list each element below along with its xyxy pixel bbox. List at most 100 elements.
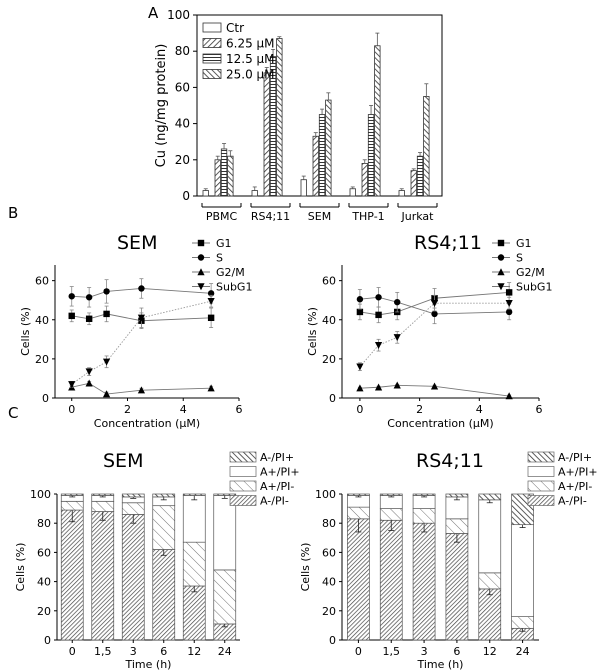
point-g2-m: [356, 384, 364, 392]
legend-label: A-/PI-: [558, 495, 587, 508]
point-subg1: [505, 299, 513, 307]
point-subg1: [68, 381, 76, 389]
y-axis-label: Cells (%): [299, 543, 312, 592]
point-g2-m: [374, 383, 383, 391]
x-tick-label: 0: [68, 403, 75, 416]
x-category-label: THP-1: [351, 210, 384, 223]
legend-marker: [197, 239, 205, 247]
x-tick-label: 4: [476, 403, 483, 416]
point-g2-m: [393, 381, 401, 389]
bar-segment-a-pi: [213, 493, 237, 496]
point-g2-m: [505, 392, 513, 400]
point-subg1: [374, 341, 383, 349]
bar-jurkat-12-5-m: [416, 155, 424, 197]
chart-b-rs411-cell-cycle: 0 20 40 60 0 2 4 6 Concentration (μM) Cells (%) RS…: [306, 232, 552, 430]
bar-segment-a-pi: [478, 493, 502, 501]
legend-marker: [497, 283, 505, 291]
y-tick-label: 60: [37, 546, 51, 559]
y-tick-label: 40: [322, 314, 336, 327]
legend-swatch: [527, 495, 555, 506]
point-subg1: [85, 368, 93, 376]
x-tick-label: 1,5: [383, 645, 401, 658]
bar-thp-1-25-0-m: [374, 45, 381, 197]
x-tick-label: 1,5: [94, 645, 112, 658]
bar-segment-a-pi: [213, 495, 237, 571]
point-subg1: [393, 334, 401, 342]
y-tick-label: 100: [315, 488, 336, 501]
y-tick-label: 0: [329, 634, 336, 647]
legend-marker: [497, 254, 505, 261]
x-tick-label: 6: [536, 403, 543, 416]
bar-rs4-11-25-0-m: [276, 38, 283, 197]
point-g1: [207, 314, 215, 322]
y-tick-label: 20: [35, 353, 49, 366]
chart-title: RS4;11: [416, 450, 484, 472]
point-s: [68, 293, 75, 300]
point-g1: [356, 308, 364, 316]
point-g1: [375, 311, 382, 319]
bar-segment-a-pi: [347, 518, 370, 641]
x-tick-label: 3: [130, 645, 137, 658]
bar-segment-a-pi: [412, 495, 436, 509]
chart-title: SEM: [117, 232, 157, 254]
point-s: [85, 294, 93, 301]
y-tick-label: 60: [35, 275, 49, 288]
legend-label: SubG1: [216, 281, 252, 294]
y-tick-label: 100: [167, 8, 190, 22]
y-tick-label: 0: [44, 634, 51, 647]
bar-segment-a-pi: [182, 585, 206, 641]
point-g2-m: [137, 386, 146, 394]
y-tick-label: 0: [182, 189, 190, 203]
x-category-label: PBMC: [206, 210, 238, 223]
bar-jurkat-25-0-m: [423, 96, 430, 197]
legend-label: A-/PI+: [260, 451, 294, 464]
legend-marker: [497, 239, 505, 247]
legend-label: S: [516, 252, 523, 265]
y-tick-label: 20: [175, 153, 190, 167]
legend-label: SubG1: [516, 281, 552, 294]
bar-segment-a-pi: [152, 505, 176, 550]
x-tick-label: 12: [483, 645, 497, 658]
point-s: [103, 288, 110, 295]
y-tick-label: 60: [322, 546, 336, 559]
y-tick-label: 20: [37, 605, 51, 618]
bar-segment-a-pi: [121, 514, 145, 641]
panel-label-b: B: [8, 204, 18, 222]
point-g2-m: [430, 382, 439, 390]
x-axis-label: Concentration (μM): [387, 417, 493, 430]
legend-label: Ctr: [226, 21, 244, 35]
bar-segment-a-pi: [60, 509, 84, 641]
legend-marker: [197, 254, 205, 261]
bar-thp-1-12-5-m: [367, 114, 375, 197]
x-tick-label: 24: [516, 645, 530, 658]
y-tick-label: 20: [322, 605, 336, 618]
y-axis-label: Cells (%): [14, 543, 27, 592]
y-tick-label: 40: [322, 576, 336, 589]
point-s: [375, 294, 382, 301]
point-s: [356, 296, 364, 303]
bar-segment-a-pi: [379, 493, 403, 496]
bar-sem-ctr: [300, 179, 307, 197]
legend-swatch: [527, 451, 555, 463]
chart-a-copper-uptake: 0 20 40 60 80 100 Cu (ng/mg protein) PBMC RS4;11…: [154, 8, 443, 223]
y-tick-label: 80: [37, 517, 51, 530]
point-g1: [103, 310, 110, 318]
legend-label: G1: [516, 237, 532, 250]
bar-segment-a-pi: [412, 508, 436, 524]
bar-segment-a-pi: [478, 499, 502, 574]
y-tick-label: 100: [30, 488, 51, 501]
point-s: [138, 285, 145, 292]
legend-label: A+/PI+: [558, 466, 598, 479]
bar-segment-a-pi: [182, 493, 206, 496]
point-g2-m: [207, 384, 215, 392]
legend-swatch: [202, 38, 222, 48]
bar-segment-a-pi: [182, 541, 206, 587]
legend-label: 25.0 μM: [226, 68, 275, 82]
bar-segment-a-pi: [478, 572, 502, 590]
x-tick-label: 24: [218, 645, 232, 658]
legend-swatch: [229, 480, 257, 492]
y-tick-label: 80: [175, 44, 190, 58]
bar-segment-a-pi: [60, 500, 84, 511]
chart-b-sem-cell-cycle: 0 20 40 60 0 2 4 6 Concentration (μM) Cells (%) SE…: [19, 232, 252, 430]
